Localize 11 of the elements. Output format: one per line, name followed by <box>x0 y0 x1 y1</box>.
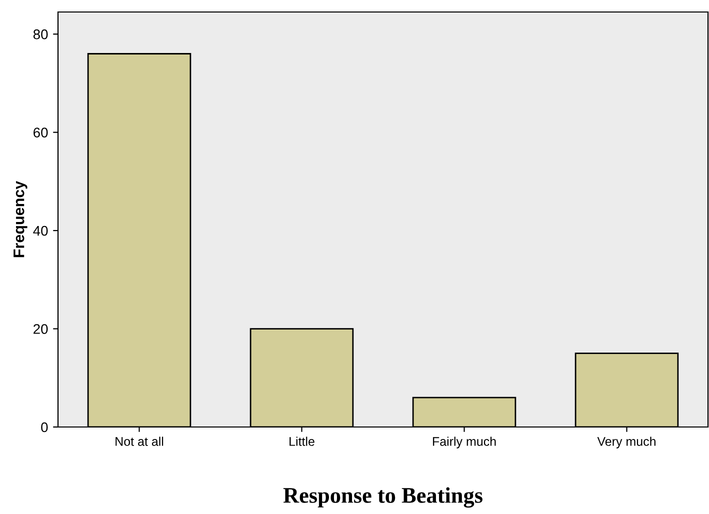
y-axis-title: Frequency <box>14 180 28 258</box>
x-tick-label: Little <box>290 436 314 446</box>
y-tick-label: 20 <box>34 324 48 334</box>
x-tick-label: Very much <box>597 436 656 448</box>
y-tick-label: 60 <box>34 128 48 138</box>
x-tick-label: Not at all <box>116 436 164 446</box>
x-tick-label: Fairly much <box>432 436 496 448</box>
x-axis-title: Response to Beatings <box>283 487 482 508</box>
y-tick-label: 80 <box>33 29 48 40</box>
y-tick-label: 40 <box>33 226 48 236</box>
y-tick-label: 0 <box>41 422 48 432</box>
